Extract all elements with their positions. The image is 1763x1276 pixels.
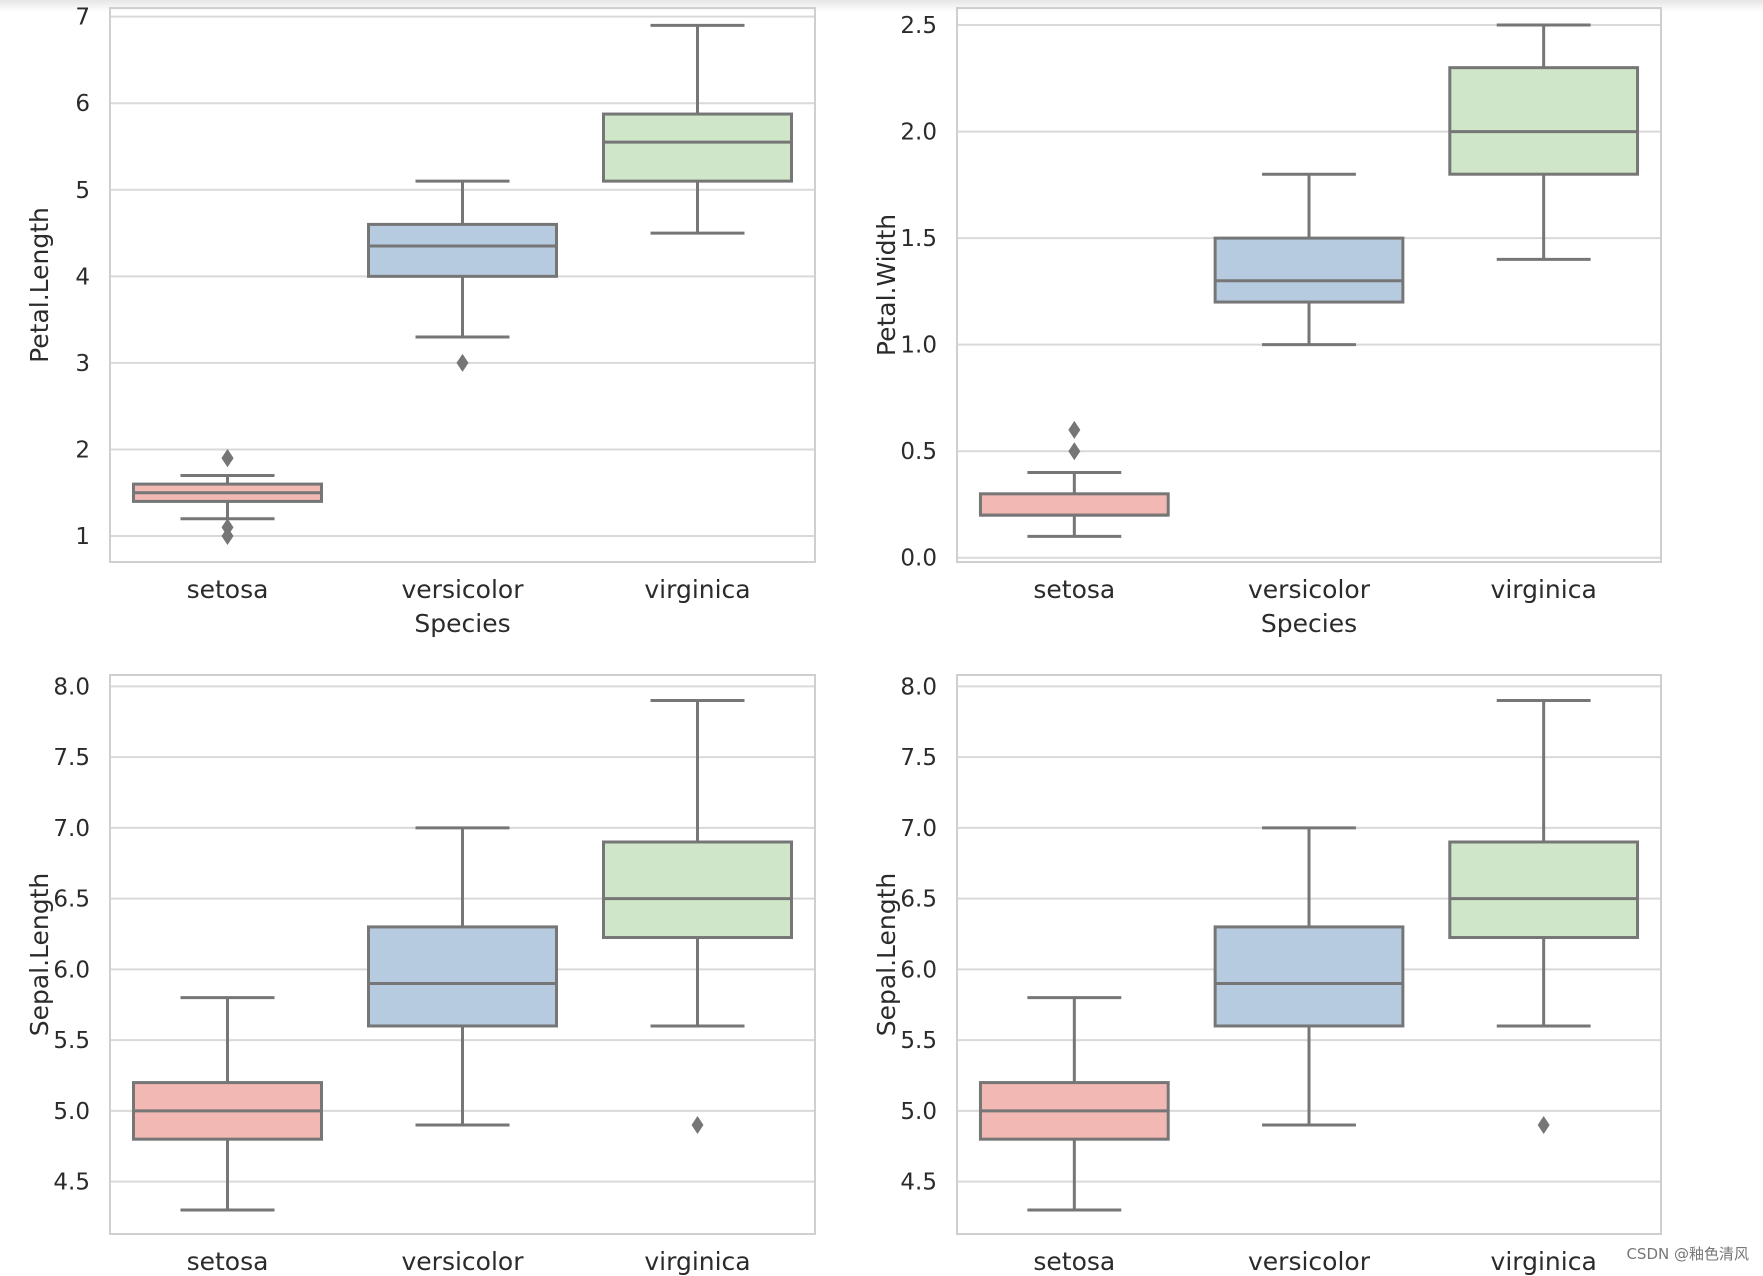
y-tick-label: 6.0 bbox=[900, 957, 937, 983]
x-tick-label: versicolor bbox=[1248, 575, 1371, 604]
outlier-point bbox=[456, 353, 469, 372]
plot-frame bbox=[109, 674, 816, 1235]
box-versicolor bbox=[1213, 925, 1405, 1028]
chart-panel-1: 1 2 3 4 5 6 7 setosa versicolor virginica Species P… bbox=[25, 5, 816, 638]
y-tick-label: 3 bbox=[75, 351, 90, 377]
y-tick-label: 6 bbox=[75, 91, 90, 117]
chart-panel-3: 4.5 5.0 5.5 6.0 6.5 7.0 7.5 8.0 setosa versicolor… bbox=[25, 674, 816, 1276]
y-tick-label: 7.0 bbox=[53, 816, 90, 842]
y-tick-label: 5 bbox=[75, 178, 90, 204]
y-axis-label: Petal.Width bbox=[872, 214, 901, 356]
box-virginica bbox=[602, 112, 793, 183]
y-tick-label: 5.0 bbox=[900, 1099, 937, 1125]
y-axis-label: Petal.Length bbox=[25, 207, 54, 363]
x-tick-label: versicolor bbox=[402, 1247, 525, 1276]
y-tick-label: 6.5 bbox=[900, 887, 937, 913]
y-tick-label: 6.5 bbox=[53, 887, 90, 913]
x-axis-label: Species bbox=[1261, 609, 1357, 638]
x-tick-label: virginica bbox=[1491, 1247, 1597, 1276]
box-versicolor bbox=[1213, 236, 1405, 304]
x-tick-label: setosa bbox=[1033, 575, 1115, 604]
x-axis-label: Species bbox=[414, 609, 510, 638]
y-tick-label: 2.0 bbox=[900, 120, 937, 146]
x-tick-label: setosa bbox=[187, 575, 269, 604]
plot-frame bbox=[956, 674, 1662, 1235]
outlier-point bbox=[1537, 1116, 1550, 1135]
y-tick-label: 4.5 bbox=[900, 1170, 937, 1196]
y-tick-label: 1.0 bbox=[900, 333, 937, 359]
y-tick-label: 7.5 bbox=[900, 745, 937, 771]
x-tick-label: versicolor bbox=[1248, 1247, 1371, 1276]
x-tick-label: virginica bbox=[644, 1247, 750, 1276]
box-virginica bbox=[1448, 840, 1640, 940]
y-tick-label: 5.0 bbox=[53, 1099, 90, 1125]
y-tick-label: 2.5 bbox=[900, 13, 937, 39]
x-tick-label: virginica bbox=[644, 575, 750, 604]
y-tick-label: 2 bbox=[75, 437, 90, 463]
outlier-point bbox=[1068, 420, 1081, 439]
x-tick-label: setosa bbox=[187, 1247, 269, 1276]
chart-panel-4: 4.5 5.0 5.5 6.0 6.5 7.0 7.5 8.0 setosa versicolor… bbox=[872, 674, 1662, 1276]
y-tick-label: 5.5 bbox=[900, 1028, 937, 1054]
y-tick-label: 7.0 bbox=[900, 816, 937, 842]
outlier-point bbox=[691, 1116, 704, 1135]
box-versicolor bbox=[367, 925, 558, 1028]
y-tick-label: 8.0 bbox=[900, 674, 937, 700]
outlier-point bbox=[221, 527, 234, 546]
y-tick-label: 8.0 bbox=[53, 674, 90, 700]
y-tick-label: 0.5 bbox=[900, 439, 937, 465]
x-tick-label: versicolor bbox=[402, 575, 525, 604]
plot-frame bbox=[956, 7, 1662, 563]
chart-panel-2: 0.0 0.5 1.0 1.5 2.0 2.5 setosa versicolor virgin… bbox=[872, 7, 1662, 638]
plot-frame bbox=[109, 7, 816, 563]
y-tick-label: 0.0 bbox=[900, 546, 937, 572]
y-tick-label: 7.5 bbox=[53, 745, 90, 771]
y-tick-label: 7 bbox=[75, 5, 90, 31]
box-setosa bbox=[978, 492, 1170, 517]
y-tick-label: 5.5 bbox=[53, 1028, 90, 1054]
y-tick-label: 4.5 bbox=[53, 1170, 90, 1196]
outlier-point bbox=[1068, 442, 1081, 461]
watermark: CSDN @釉色清风 bbox=[1626, 1245, 1749, 1263]
y-tick-label: 1 bbox=[75, 524, 90, 550]
y-tick-label: 4 bbox=[75, 264, 90, 290]
box-virginica bbox=[1448, 66, 1640, 176]
box-versicolor bbox=[367, 222, 558, 278]
y-axis-label: Sepal.Length bbox=[25, 873, 54, 1037]
y-tick-label: 1.5 bbox=[900, 226, 937, 252]
x-tick-label: virginica bbox=[1491, 575, 1597, 604]
box-virginica bbox=[602, 840, 793, 940]
x-tick-label: setosa bbox=[1033, 1247, 1115, 1276]
outlier-point bbox=[221, 449, 234, 468]
y-tick-label: 6.0 bbox=[53, 957, 90, 983]
y-axis-label: Sepal.Length bbox=[872, 873, 901, 1037]
